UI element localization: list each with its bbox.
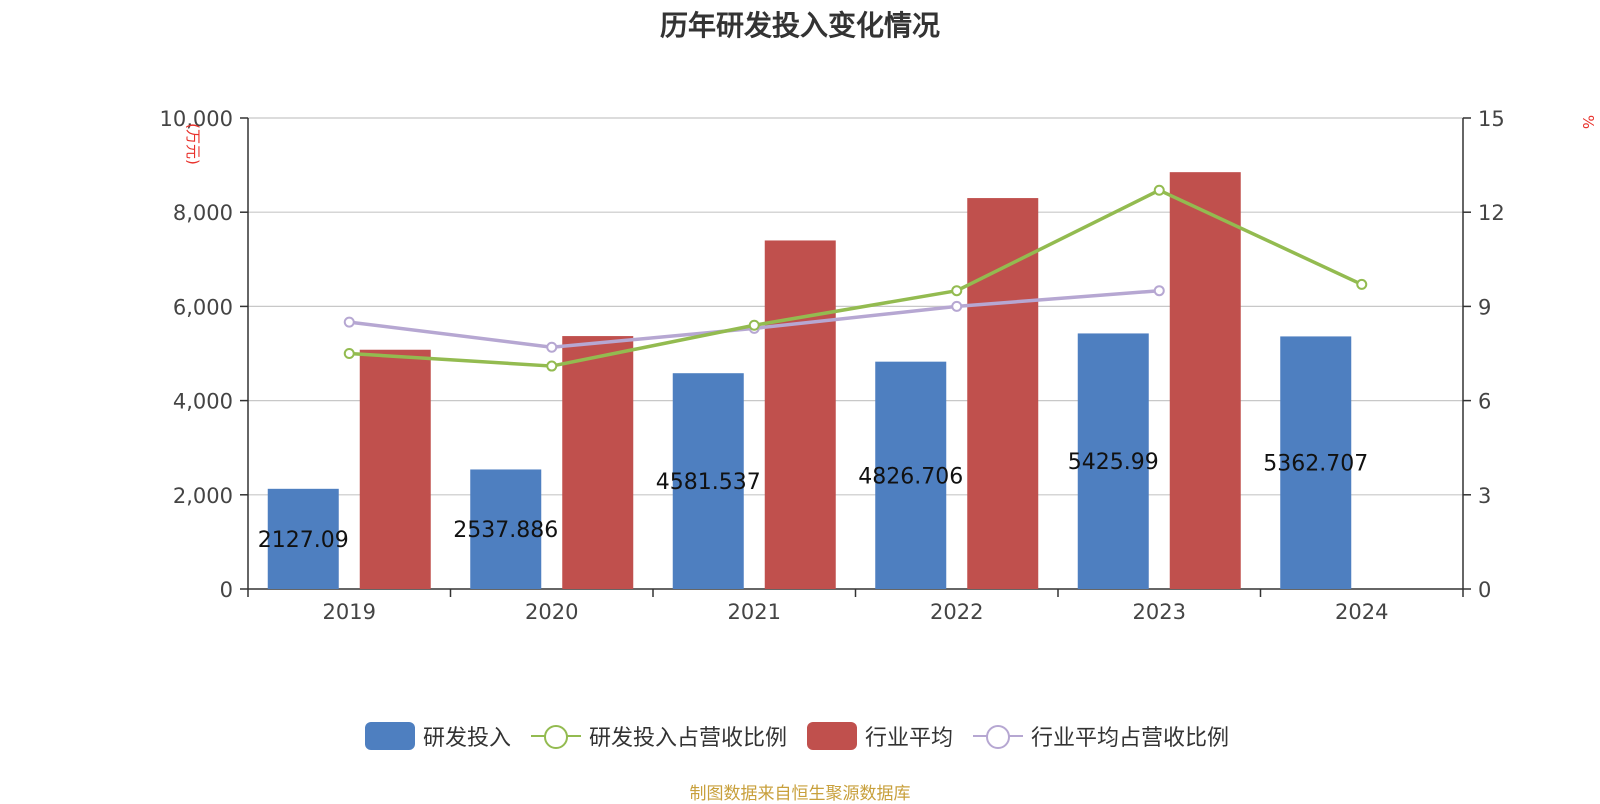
axes: 0 2,000 4,000 6,000 8,000 10,000 0 3 6 9 12 15 2019 2… [160,107,1505,624]
legend-item-industry-ratio[interactable]: 行业平均占营收比例 [973,720,1229,752]
x-tick-label: 2020 [525,600,578,624]
industry-ratio-point [546,341,558,353]
source-note: 制图数据来自恒生聚源数据库 [689,784,911,804]
bar-value-label: 5425.99 [1068,450,1159,475]
rd-ratio-point [951,285,963,297]
bar-rd-investment [672,373,744,589]
legend-bar-swatch-icon [364,722,415,750]
x-tick-label: 2023 [1133,600,1186,624]
rd-ratio-point [1356,278,1368,290]
bar-industry-average [764,240,836,589]
left-tick-label: 8,000 [173,201,233,225]
right-tick-label: 12 [1478,201,1505,225]
right-tick-label: 3 [1478,484,1491,508]
legend-item-rd-investment[interactable]: 研发投入 [364,720,511,752]
legend-bar-swatch-icon [807,722,857,750]
legend-line-swatch-icon [530,722,581,750]
legend-item-rd-ratio[interactable]: 研发投入占营收比例 [530,720,787,752]
bar-industry-average [1169,172,1241,590]
x-tick-label: 2024 [1335,600,1388,624]
rd-ratio-point [1153,184,1165,196]
bar-industry-average [562,336,634,589]
right-tick-label: 15 [1478,107,1505,131]
data-labels: 2127.09 2537.886 4581.537 4826.706 5425.99 53… [258,450,1368,553]
bar-rd-investment [470,469,542,589]
bars [267,172,1352,590]
x-tick-label: 2022 [930,600,983,624]
right-tick-label: 9 [1478,295,1491,319]
left-tick-label: 2,000 [173,484,233,508]
x-tick-label: 2021 [728,600,781,624]
bar-industry-average [359,349,431,589]
bar-value-label: 4826.706 [858,464,963,489]
legend-label: 行业平均占营收比例 [1031,726,1230,751]
rd-ratio-point [748,319,760,331]
x-tick-label: 2019 [323,600,376,624]
industry-ratio-point [343,316,355,328]
bar-rd-investment [1077,333,1149,589]
bar-rd-investment [267,488,339,589]
bar-value-label: 2537.886 [453,518,558,543]
bar-industry-average [967,198,1039,589]
industry-ratio-point [1153,285,1165,297]
industry-ratio-point [951,300,963,312]
chart-title: 历年研发投入变化情况 [659,9,940,42]
legend-item-industry-average[interactable]: 行业平均 [807,720,953,752]
rd-ratio-point [546,360,558,372]
bar-rd-investment [1280,336,1352,589]
legend-label: 研发投入占营收比例 [588,726,787,751]
rd-ratio-point [343,348,355,359]
left-tick-label: 6,000 [173,295,233,319]
bar-value-label: 4581.537 [656,470,761,495]
legend-line-swatch-icon [973,722,1024,750]
lines [343,184,1368,372]
right-axis-unit: % [1579,115,1597,129]
bar-value-label: 2127.09 [258,528,349,553]
left-tick-label: 0 [220,578,233,602]
left-tick-label: 4,000 [173,390,233,414]
legend: 研发投入 研发投入占营收比例 行业平均 行业平均占营收比例 [0,720,1600,752]
legend-label: 研发投入 [422,726,511,751]
right-tick-label: 6 [1478,390,1491,414]
bar-value-label: 5362.707 [1263,452,1368,477]
left-axis-unit: (万元) [184,123,202,165]
left-tick-label: 10,000 [160,107,233,131]
bar-rd-investment [875,361,947,589]
right-tick-label: 0 [1478,578,1491,602]
rd-ratio-line [349,188,1363,368]
legend-label: 行业平均 [865,726,954,751]
